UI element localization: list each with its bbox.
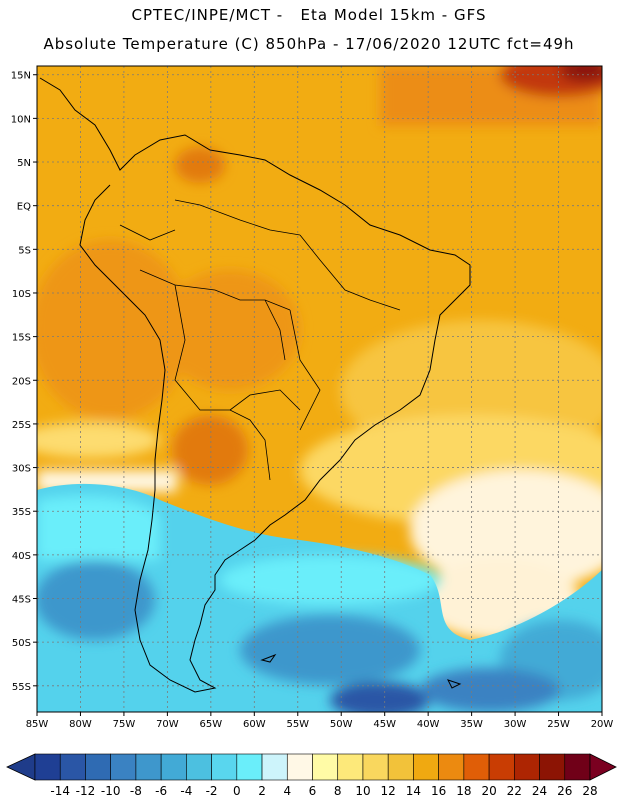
colorbar-over-arrow xyxy=(589,753,617,781)
colorbar-under-arrow xyxy=(6,753,36,781)
lat-label: 30S xyxy=(12,464,31,475)
lon-label: 60W xyxy=(243,719,266,730)
colorbar-label: 0 xyxy=(233,784,241,798)
graticule xyxy=(36,66,603,712)
title-line-1: CPTEC/INPE/MCT - Eta Model 15km - GFS xyxy=(131,6,487,24)
colorbar-label: -2 xyxy=(206,784,218,798)
country-borders xyxy=(119,199,401,481)
colorbar-label: -6 xyxy=(155,784,167,798)
lat-label: 5N xyxy=(17,158,31,169)
colorbar-label: -8 xyxy=(130,784,142,798)
lat-label: 15S xyxy=(12,333,31,344)
lon-label: 65W xyxy=(200,719,223,730)
colorbar-label: 20 xyxy=(481,784,496,798)
colorbar-label: -10 xyxy=(101,784,121,798)
colorbar-swatch xyxy=(488,753,515,781)
colorbar-swatch xyxy=(312,753,339,781)
colorbar-swatch xyxy=(362,753,389,781)
colorbar-label: 10 xyxy=(355,784,370,798)
lon-label: 70W xyxy=(156,719,179,730)
lon-label: 45W xyxy=(373,719,396,730)
colorbar-swatch xyxy=(337,753,364,781)
latitude-labels: 15N 10N 5N EQ 5S 10S 15S 20S 25S 30S 35S 40S 45S 50S 5… xyxy=(11,71,37,693)
colorbar-swatch xyxy=(261,753,288,781)
colorbar-swatch xyxy=(564,753,591,781)
colorbar-swatch xyxy=(135,753,162,781)
lat-label: EQ xyxy=(17,202,31,213)
lat-label: 50S xyxy=(12,638,31,649)
colorbar-label: 12 xyxy=(381,784,396,798)
lat-label: 5S xyxy=(18,245,31,256)
colorbar-swatch xyxy=(211,753,238,781)
lat-label: 15N xyxy=(11,71,31,82)
colorbar-label: 16 xyxy=(431,784,446,798)
temperature-field xyxy=(37,66,602,712)
lon-label: 55W xyxy=(286,719,309,730)
colorbar xyxy=(6,753,617,781)
lat-label: 55S xyxy=(12,682,31,693)
colorbar-label: 22 xyxy=(507,784,522,798)
colorbar-swatch xyxy=(413,753,439,781)
coastline xyxy=(39,77,471,693)
colorbar-label: 8 xyxy=(334,784,342,798)
colorbar-label: -12 xyxy=(76,784,96,798)
map-frame xyxy=(36,65,603,713)
colorbar-label: -14 xyxy=(50,784,70,798)
lon-label: 40W xyxy=(417,719,440,730)
colorbar-swatch xyxy=(34,753,61,781)
lat-label: 35S xyxy=(12,507,31,518)
title-line-2: Absolute Temperature (C) 850hPa - 17/06/… xyxy=(43,35,575,53)
colorbar-label: 4 xyxy=(283,784,291,798)
longitude-labels: 85W 80W 75W 70W 65W 60W 55W 50W 45W 40W 35W 30W 25W 2… xyxy=(26,712,614,730)
colorbar-swatch xyxy=(463,753,490,781)
lat-label: 20S xyxy=(12,376,31,387)
lat-label: 10N xyxy=(11,114,31,125)
colorbar-label: 24 xyxy=(532,784,547,798)
lon-label: 85W xyxy=(26,719,49,730)
colorbar-swatch xyxy=(514,753,540,781)
colorbar-swatch xyxy=(110,753,137,781)
colorbar-label: 6 xyxy=(309,784,317,798)
colorbar-label: 26 xyxy=(557,784,572,798)
lon-label: 80W xyxy=(69,719,92,730)
lon-label: 20W xyxy=(591,719,614,730)
colorbar-swatch xyxy=(59,753,86,781)
lat-label: 40S xyxy=(12,551,31,562)
colorbar-swatch xyxy=(438,753,465,781)
colorbar-swatch xyxy=(236,753,263,781)
lat-label: 25S xyxy=(12,420,31,431)
colorbar-swatch xyxy=(539,753,566,781)
colorbar-swatch xyxy=(286,753,313,781)
colorbar-swatch xyxy=(387,753,414,781)
colorbar-swatch xyxy=(186,753,212,781)
lon-label: 30W xyxy=(504,719,527,730)
lon-label: 50W xyxy=(330,719,353,730)
lon-label: 35W xyxy=(460,719,483,730)
lon-label: 75W xyxy=(113,719,136,730)
colorbar-label: 18 xyxy=(456,784,471,798)
colorbar-label: 2 xyxy=(258,784,266,798)
lat-label: 10S xyxy=(12,289,31,300)
colorbar-label: 14 xyxy=(406,784,421,798)
lat-label: 45S xyxy=(12,595,31,606)
colorbar-labels: -14 -12 -10 -8 -6 -4 -2 0 2 4 6 8 10 12 14 16 18 20 22 24 26… xyxy=(50,784,597,798)
colorbar-label: 28 xyxy=(582,784,597,798)
colorbar-swatch xyxy=(160,753,187,781)
colorbar-swatch xyxy=(85,753,111,781)
colorbar-label: -4 xyxy=(180,784,192,798)
lon-label: 25W xyxy=(547,719,570,730)
